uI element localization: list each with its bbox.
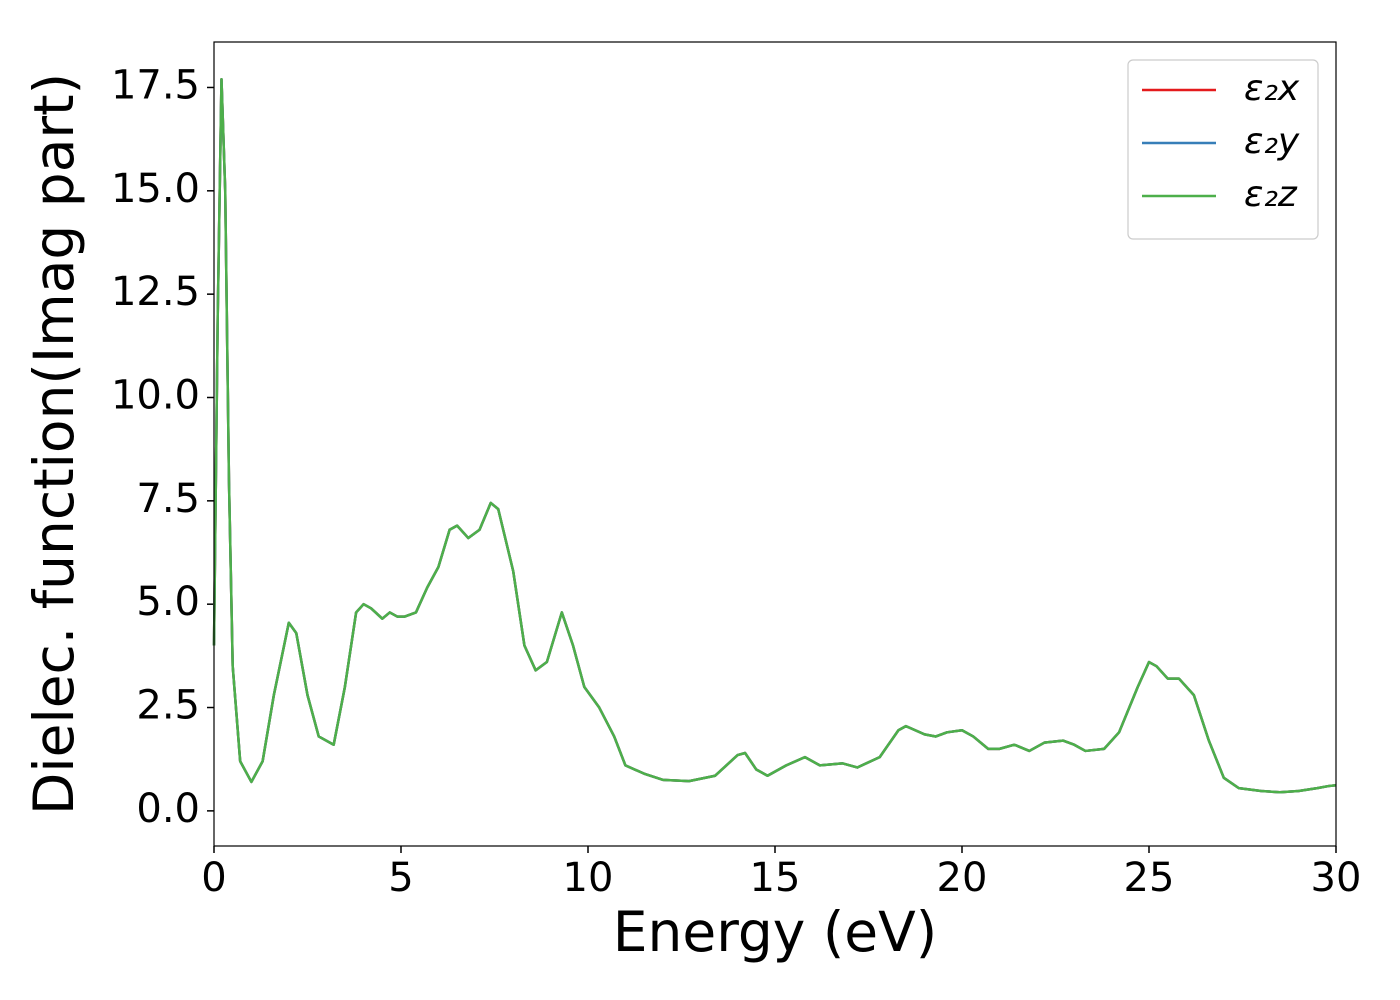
x-tick-label: 5	[388, 855, 413, 901]
x-tick-label: 15	[750, 855, 801, 901]
y-tick-label: 7.5	[136, 476, 200, 522]
plot-frame	[213, 41, 1337, 847]
y-tick-label: 12.5	[111, 269, 200, 315]
y-tick-label: 17.5	[111, 62, 200, 108]
y-tick-label: 10.0	[111, 372, 200, 418]
y-axis-title: Dielec. function(Imag part)	[22, 73, 86, 815]
x-tick-label: 25	[1124, 855, 1175, 901]
legend-label: ε₂y	[1244, 121, 1300, 162]
legend-label: ε₂z	[1244, 174, 1298, 215]
x-tick-label: 0	[201, 855, 226, 901]
legend-label: ε₂x	[1244, 68, 1300, 109]
y-tick-label: 5.0	[136, 579, 200, 625]
y-tick-label: 15.0	[111, 166, 200, 212]
x-tick-label: 30	[1311, 855, 1362, 901]
data-line	[212, 77, 1337, 794]
x-tick-label: 10	[563, 855, 614, 901]
x-tick-label: 20	[937, 855, 988, 901]
x-axis-title: Energy (eV)	[613, 900, 937, 964]
y-tick-label: 2.5	[136, 683, 200, 729]
y-tick-label: 0.0	[136, 786, 200, 832]
legend-box	[1127, 59, 1319, 240]
